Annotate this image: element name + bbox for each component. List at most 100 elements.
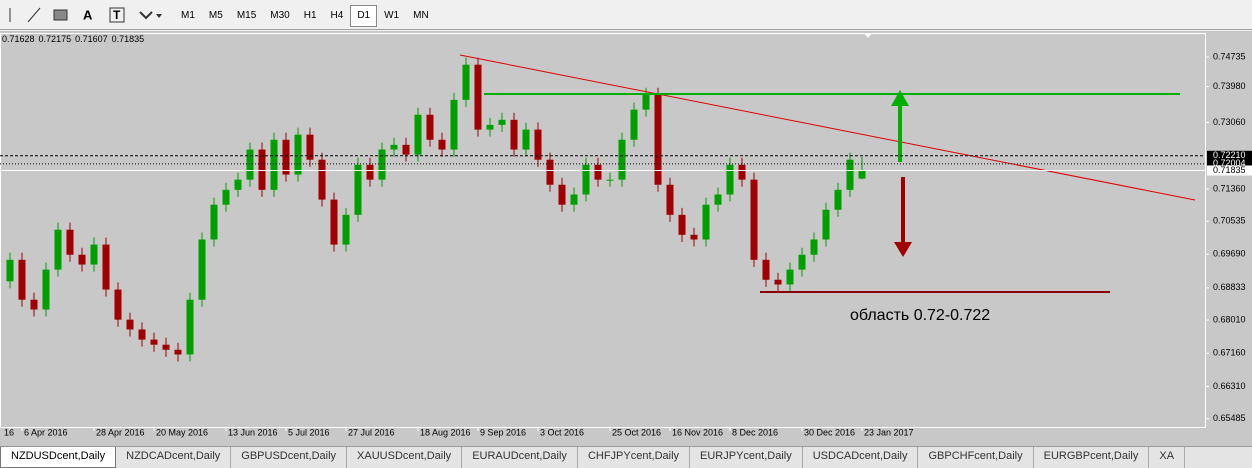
price-label-box xyxy=(1207,158,1252,169)
candle-body xyxy=(822,209,830,240)
chart-tab[interactable]: NZDUSDcent,Daily xyxy=(0,447,117,468)
price-label-box xyxy=(1207,165,1252,176)
candle-body xyxy=(222,189,230,205)
price-label: 0.72210 xyxy=(1213,150,1246,160)
timeframe-button[interactable]: M15 xyxy=(236,10,257,21)
arrows-tool[interactable] xyxy=(139,11,153,20)
chart-tabs: NZDUSDcent,Daily NZDCADcent,Daily GBPUSDce… xyxy=(0,446,1252,468)
candle-body xyxy=(750,179,758,260)
candle-body xyxy=(438,139,446,150)
candle-body xyxy=(354,164,362,215)
label-tool[interactable]: T xyxy=(113,8,121,22)
candle-body xyxy=(702,204,710,240)
candle-body xyxy=(642,94,650,110)
timeframe-button[interactable]: MN xyxy=(413,10,429,21)
y-tick-label: 0.65485 xyxy=(1213,413,1246,423)
y-tick-label: 0.74735 xyxy=(1213,51,1246,61)
candle-body xyxy=(18,259,26,300)
y-tick-label: 0.73980 xyxy=(1213,81,1246,91)
candle-body xyxy=(174,349,182,355)
annotation: область 0.72-0.722 xyxy=(850,307,990,324)
tool-icons: A T xyxy=(9,7,162,23)
chart-tab[interactable]: EURGBPcent,Daily xyxy=(1034,447,1150,468)
timeframe-button[interactable]: M30 xyxy=(270,10,290,21)
candle-body xyxy=(714,194,722,205)
candle-body xyxy=(306,134,314,160)
candle-body xyxy=(318,159,326,200)
timeframe-button[interactable]: H4 xyxy=(330,10,344,21)
x-tick-label: 5 Jul 2016 xyxy=(288,427,330,437)
candle-body xyxy=(78,254,86,265)
rect-tool[interactable] xyxy=(53,9,68,21)
candles xyxy=(6,57,866,362)
chart-tab[interactable]: USDCADcent,Daily xyxy=(803,447,919,468)
chart-tab[interactable]: EURAUDcent,Daily xyxy=(462,447,578,468)
timeframes: M1 M5 M15 M30 H1 H4 D1 W1 MN xyxy=(174,5,436,27)
chart-tab[interactable]: XAUUSDcent,Daily xyxy=(347,447,463,468)
candle-body xyxy=(858,170,866,179)
candle-body xyxy=(486,124,494,130)
candle-body xyxy=(798,254,806,270)
candle-body xyxy=(810,239,818,255)
candle-body xyxy=(558,184,566,205)
ohlc-open: 0.71628 xyxy=(2,34,35,44)
chart-tab[interactable]: GBPCHFcent,Daily xyxy=(918,447,1034,468)
y-tick-label: 0.71360 xyxy=(1213,183,1246,193)
y-tick-label: 0.70535 xyxy=(1213,216,1246,226)
candle-body xyxy=(786,269,794,285)
text-tool[interactable]: A xyxy=(83,7,93,22)
timeframe-button[interactable]: D1 xyxy=(350,5,378,27)
timeframe-button[interactable]: M1 xyxy=(181,10,195,21)
candle-body xyxy=(474,64,482,130)
candle-body xyxy=(378,149,386,180)
chart: 0.71628 0.72175 0.71607 0.71835 область 0.7… xyxy=(0,31,1252,446)
candle-body xyxy=(738,164,746,180)
candle-body xyxy=(366,164,374,180)
ohlc-header: 0.71628 0.72175 0.71607 0.71835 xyxy=(2,34,144,44)
x-tick-label: 3 Oct 2016 xyxy=(540,427,584,437)
chart-tab[interactable]: EURJPYcent,Daily xyxy=(690,447,803,468)
candle-body xyxy=(90,244,98,265)
arrows-dropdown[interactable] xyxy=(156,14,162,18)
candle-body xyxy=(102,244,110,290)
label-tool-box xyxy=(109,7,125,23)
x-tick-label: 8 Dec 2016 xyxy=(732,427,778,437)
candle-body xyxy=(846,159,854,190)
candle-body xyxy=(6,259,14,282)
candle-body xyxy=(654,94,662,185)
chart-background xyxy=(0,31,1252,446)
x-tick-label: 25 Oct 2016 xyxy=(612,427,661,437)
y-tick-label: 0.68010 xyxy=(1213,314,1246,324)
candle-body xyxy=(42,269,50,310)
ohlc-close: 0.71835 xyxy=(112,34,145,44)
candle-body xyxy=(66,229,74,255)
toolbar: A T M1 M5 M15 M30 H1 H4 D1 W1 MN xyxy=(0,0,1252,30)
chart-tab[interactable]: XA xyxy=(1149,447,1186,468)
price-label: 0.72004 xyxy=(1213,158,1246,168)
candle-body xyxy=(582,164,590,195)
x-tick-label: 6 Apr 2016 xyxy=(24,427,68,437)
line-tool[interactable] xyxy=(27,7,41,23)
chart-tab[interactable]: GBPUSDcent,Daily xyxy=(231,447,348,468)
candle-body xyxy=(342,214,350,245)
price-label-box xyxy=(1207,150,1252,161)
candle-body xyxy=(726,164,734,195)
x-tick-label: 9 Sep 2016 xyxy=(480,427,526,437)
candle-body xyxy=(762,259,770,280)
ohlc-high: 0.72175 xyxy=(39,34,72,44)
timeframe-button[interactable]: H1 xyxy=(303,10,317,21)
candle-body xyxy=(294,134,302,175)
candle-body xyxy=(666,184,674,215)
timeframe-button[interactable]: M5 xyxy=(208,10,223,21)
timeframe-button[interactable]: W1 xyxy=(384,10,400,21)
candle-body xyxy=(150,339,158,345)
candle-body xyxy=(114,289,122,320)
candle-body xyxy=(678,214,686,235)
candle-body xyxy=(402,144,410,155)
candle-body xyxy=(54,229,62,270)
trend-line[interactable] xyxy=(459,54,1196,201)
plot-frame xyxy=(0,33,1206,428)
chart-tab[interactable]: CHFJPYcent,Daily xyxy=(578,447,691,468)
chart-tab[interactable]: NZDCADcent,Daily xyxy=(116,447,232,468)
